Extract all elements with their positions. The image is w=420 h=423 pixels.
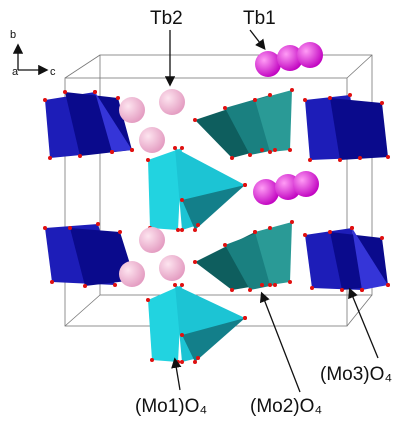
oxygen-atom (50, 280, 54, 284)
oxygen-atom (360, 288, 364, 292)
oxygen-atom (48, 156, 52, 160)
oxygen-atom (176, 360, 180, 364)
oxygen-atom (180, 146, 184, 150)
oxygen-atom (196, 223, 200, 227)
oxygen-atom (150, 358, 154, 362)
oxygen-atom (193, 118, 197, 122)
polyhedron-face (148, 148, 182, 230)
oxygen-atom (340, 288, 344, 292)
oxygen-atom (180, 360, 184, 364)
oxygen-atom (350, 226, 354, 230)
polyhedron-face (255, 222, 292, 285)
annotations: Tb2 Tb1 (Mo1)O₄ (Mo2)O₄ (Mo3)O₄ (135, 8, 392, 417)
oxygen-atom (268, 150, 272, 154)
oxygen-atom (63, 90, 67, 94)
oxygen-atom (180, 283, 184, 287)
oxygen-atom (386, 283, 390, 287)
polyhedron-face (330, 98, 388, 160)
oxygen-atom (310, 286, 314, 290)
oxygen-atom (273, 148, 277, 152)
oxygen-atom (196, 356, 200, 360)
oxygen-atom (193, 228, 197, 232)
oxygen-atom (116, 96, 120, 100)
oxygen-atom (96, 222, 100, 226)
oxygen-atom (118, 230, 122, 234)
oxygen-atom (273, 283, 277, 287)
oxygen-atom (146, 298, 150, 302)
label-tb2: Tb2 (150, 8, 183, 29)
oxygen-atom (328, 230, 332, 234)
oxygen-atom (43, 98, 47, 102)
oxygen-atom (268, 93, 272, 97)
oxygen-atom (358, 156, 362, 160)
oxygen-atom (380, 101, 384, 105)
oxygen-atom (243, 183, 247, 187)
label-mo3: (Mo3)O₄ (320, 364, 392, 385)
polyhedra (43, 88, 390, 364)
oxygen-atom (193, 360, 197, 364)
oxygen-atom (93, 90, 97, 94)
oxygen-atom (308, 158, 312, 162)
oxygen-atom (180, 333, 184, 337)
atoms (119, 42, 323, 287)
oxygen-atom (268, 283, 272, 287)
oxygen-atom (110, 150, 114, 154)
oxygen-atom (146, 158, 150, 162)
oxygen-atom (173, 283, 177, 287)
oxygen-atom (253, 98, 257, 102)
oxygen-atom (78, 154, 82, 158)
oxygen-atom (230, 156, 234, 160)
oxygen-atom (268, 226, 272, 230)
polyhedron-face (352, 228, 388, 290)
axis-icon: b a c (10, 29, 56, 78)
oxygen-atom (173, 146, 177, 150)
polyhedron-face (182, 185, 245, 230)
oxygen-atom (230, 288, 234, 292)
label-mo2: (Mo2)O₄ (250, 396, 322, 417)
axis-b: b (10, 29, 16, 41)
axis-c: c (50, 66, 56, 78)
oxygen-atom (176, 228, 180, 232)
polyhedron-face (182, 318, 245, 362)
oxygen-atom (193, 260, 197, 264)
oxygen-atom (328, 96, 332, 100)
oxygen-atom (348, 93, 352, 97)
axis-a: a (12, 66, 19, 78)
oxygen-atom (338, 158, 342, 162)
polyhedron-face (255, 90, 292, 152)
oxygen-atom (248, 153, 252, 157)
oxygen-atom (243, 316, 247, 320)
oxygen-atom (380, 236, 384, 240)
polyhedron-face (70, 228, 135, 286)
oxygen-atom (386, 155, 390, 159)
oxygen-atom (223, 243, 227, 247)
oxygen-atom (43, 226, 47, 230)
oxygen-atom (68, 226, 72, 230)
oxygen-atom (303, 98, 307, 102)
oxygen-atom (288, 280, 292, 284)
oxygen-atom (303, 233, 307, 237)
oxygen-atom (290, 220, 294, 224)
oxygen-atom (113, 283, 117, 287)
oxygen-atom (180, 228, 184, 232)
oxygen-atom (288, 148, 292, 152)
oxygen-atom (260, 148, 264, 152)
oxygen-atom (248, 288, 252, 292)
label-mo1: (Mo1)O₄ (135, 396, 207, 417)
polyhedron-face (148, 285, 182, 362)
oxygen-atom (83, 284, 87, 288)
oxygen-atom (223, 106, 227, 110)
oxygen-atom (290, 88, 294, 92)
oxygen-atom (253, 230, 257, 234)
polyhedron-face (95, 92, 132, 152)
oxygen-atom (260, 283, 264, 287)
oxygen-atom (180, 198, 184, 202)
oxygen-atom (130, 148, 134, 152)
label-tb1: Tb1 (243, 8, 276, 29)
